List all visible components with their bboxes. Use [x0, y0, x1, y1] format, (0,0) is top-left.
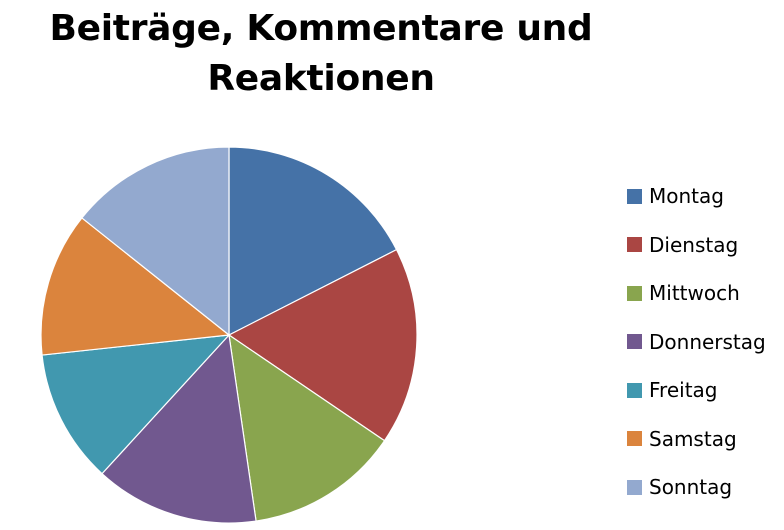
- chart-title: Beiträge, Kommentare und Reaktionen: [0, 4, 642, 104]
- legend-item-mittwoch: Mittwoch: [627, 269, 784, 318]
- legend-label: Montag: [649, 184, 724, 209]
- legend-item-sonntag: Sonntag: [627, 463, 784, 512]
- pie-slice-samstag: [40, 217, 230, 356]
- chart-title-line-2: Reaktionen: [207, 58, 435, 99]
- legend-swatch: [627, 237, 642, 253]
- chart-legend: Montag Dienstag Mittwoch Donnerstag Freitag S…: [627, 172, 784, 512]
- legend-label: Mittwoch: [649, 281, 740, 306]
- pie-slice-sonntag: [81, 146, 230, 336]
- legend-item-freitag: Freitag: [627, 366, 784, 415]
- legend-label: Donnerstag: [649, 329, 766, 354]
- legend-item-samstag: Samstag: [627, 415, 784, 464]
- pie-slice-mittwoch: [228, 334, 386, 522]
- pie-slice-montag: [228, 146, 398, 336]
- pie-slice-freitag: [41, 334, 230, 475]
- legend-label: Freitag: [649, 378, 718, 403]
- legend-label: Samstag: [649, 426, 737, 451]
- legend-label: Dienstag: [649, 232, 739, 257]
- legend-item-donnerstag: Donnerstag: [627, 318, 784, 367]
- legend-item-dienstag: Dienstag: [627, 221, 784, 270]
- legend-label: Sonntag: [649, 475, 733, 500]
- legend-swatch: [627, 285, 642, 301]
- legend-swatch: [627, 479, 642, 495]
- legend-swatch: [627, 382, 642, 398]
- legend-item-montag: Montag: [627, 172, 784, 221]
- chart-title-line-1: Beiträge, Kommentare und: [49, 8, 593, 49]
- legend-swatch: [627, 334, 642, 350]
- legend-swatch: [627, 188, 642, 204]
- pie-slice-dienstag: [228, 249, 418, 442]
- legend-swatch: [627, 431, 642, 447]
- pie-slice-donnerstag: [101, 334, 257, 524]
